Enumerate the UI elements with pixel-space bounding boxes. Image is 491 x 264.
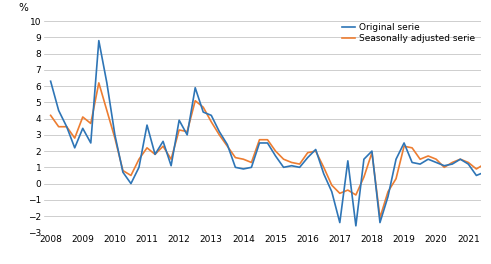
Original serie bbox=[482, 171, 488, 174]
Seasonally adjusted serie bbox=[313, 149, 319, 153]
Seasonally adjusted serie bbox=[152, 153, 158, 156]
Original serie bbox=[224, 143, 230, 146]
Original serie bbox=[168, 164, 174, 167]
Seasonally adjusted serie bbox=[482, 163, 488, 166]
Original serie bbox=[48, 80, 54, 83]
Seasonally adjusted serie bbox=[377, 216, 383, 219]
Seasonally adjusted serie bbox=[224, 145, 230, 148]
Line: Original serie: Original serie bbox=[51, 41, 491, 226]
Original serie bbox=[345, 159, 351, 162]
Original serie bbox=[353, 224, 359, 227]
Seasonally adjusted serie bbox=[48, 114, 54, 117]
Line: Seasonally adjusted serie: Seasonally adjusted serie bbox=[51, 83, 491, 218]
Text: %: % bbox=[18, 3, 28, 13]
Seasonally adjusted serie bbox=[345, 188, 351, 192]
Seasonally adjusted serie bbox=[168, 158, 174, 161]
Original serie bbox=[152, 153, 158, 156]
Original serie bbox=[96, 39, 102, 42]
Original serie bbox=[313, 148, 319, 151]
Legend: Original serie, Seasonally adjusted serie: Original serie, Seasonally adjusted seri… bbox=[340, 21, 477, 45]
Seasonally adjusted serie bbox=[96, 81, 102, 84]
